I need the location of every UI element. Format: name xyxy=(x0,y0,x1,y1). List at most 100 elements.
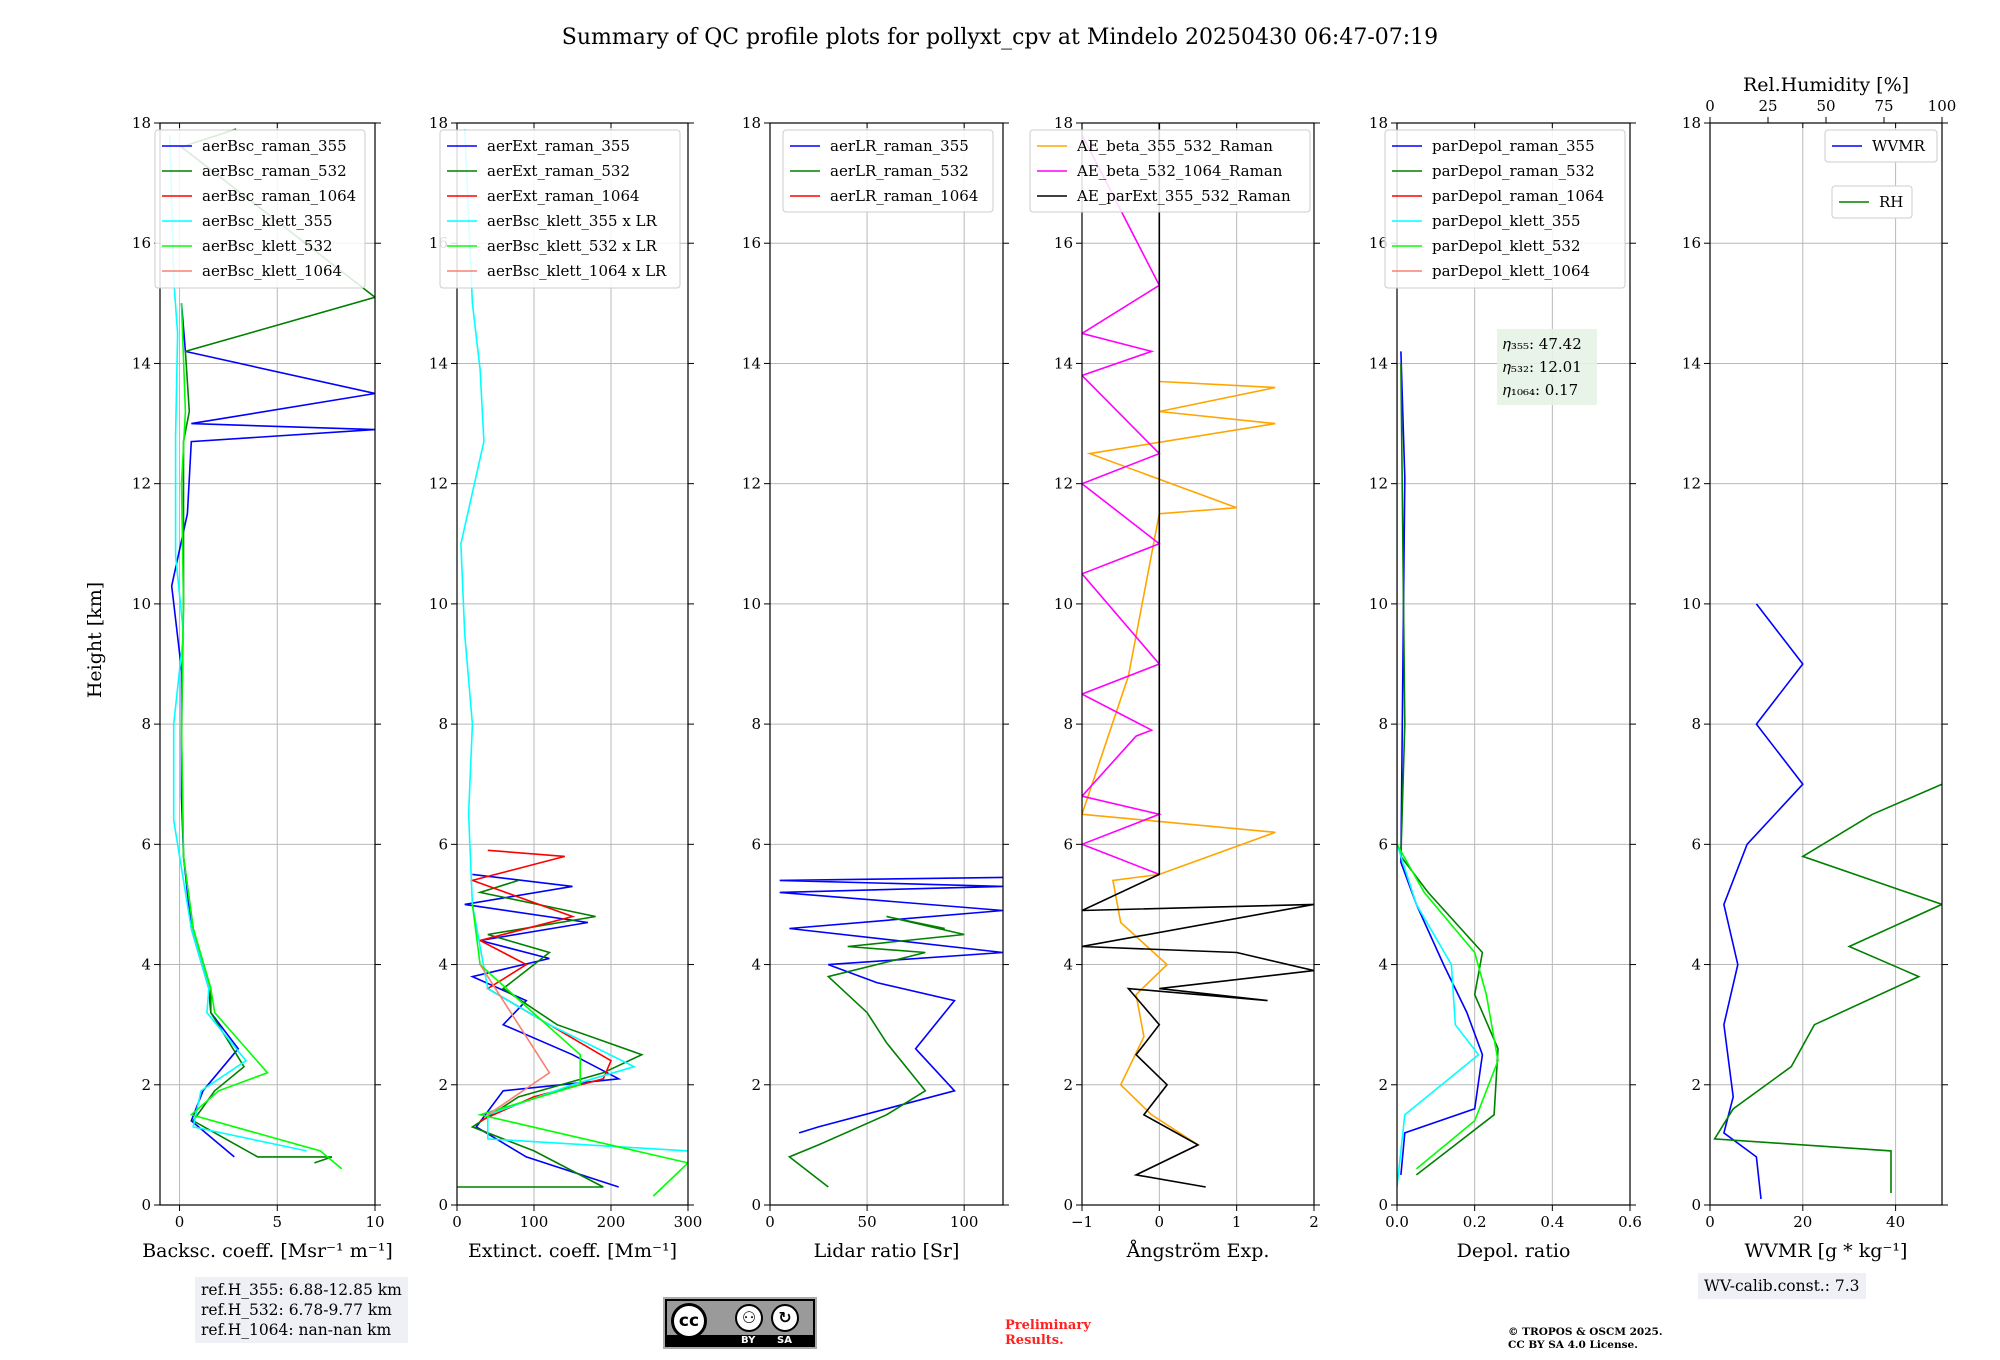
series-line-wvmr xyxy=(1722,603,1804,1200)
legend: aerLR_raman_355 aerLR_raman_532 aerLR_rama… xyxy=(782,129,994,213)
series-line-aerbsc-klett-1064-x-lr xyxy=(479,964,551,1116)
x-axis-label: Depol. ratio xyxy=(1457,1240,1571,1262)
legend-label: aerExt_raman_1064 xyxy=(487,187,640,205)
series-line-aerext-raman-532 xyxy=(457,879,644,1188)
y-tick-label: 12 xyxy=(1682,475,1701,493)
sa-share-icon: ↻ xyxy=(771,1304,799,1332)
y-tick-label: 6 xyxy=(141,835,151,853)
cc-icon: cc xyxy=(671,1303,707,1339)
y-tick-label: 16 xyxy=(1054,234,1073,252)
x-tick-label: 5 xyxy=(272,1213,282,1231)
series-line-aerext-raman-1064 xyxy=(469,849,613,1122)
series-line-pardepol-raman-532 xyxy=(1400,363,1499,1176)
x-axis-label: WVMR [g * kg⁻¹] xyxy=(1745,1240,1908,1262)
x2-tick-label: 0 xyxy=(1705,97,1715,115)
x-tick-label: 100 xyxy=(520,1213,549,1231)
x-tick-label: 20 xyxy=(1793,1213,1812,1231)
legend-label: parDepol_raman_355 xyxy=(1432,137,1595,155)
y-tick-label: 0 xyxy=(438,1196,448,1214)
y-tick-label: 10 xyxy=(742,595,761,613)
y-tick-label: 14 xyxy=(429,354,448,372)
cc-license-badge[interactable]: cc ⚇ ↻ BY SA xyxy=(663,1297,817,1349)
x-tick-label: 300 xyxy=(674,1213,703,1231)
y-tick-label: 2 xyxy=(1378,1076,1388,1094)
legend-label: AE_beta_532_1064_Raman xyxy=(1076,162,1283,180)
legend-label: aerBsc_raman_355 xyxy=(202,137,347,155)
series-line-pardepol-raman-355 xyxy=(1400,351,1484,1175)
plot-frame xyxy=(1396,122,1631,1206)
plot-frame xyxy=(1709,122,1943,1206)
y-tick-label: 10 xyxy=(1369,595,1388,613)
y-tick-label: 10 xyxy=(132,595,151,613)
copyright-note: © TROPOS & OSCM 2025. CC BY SA 4.0 Licen… xyxy=(1508,1326,1663,1352)
legend-rh-box xyxy=(1831,185,1913,219)
preliminary-line-1: Preliminary xyxy=(1005,1318,1091,1333)
eta-annotation: 𝜂₅₃₂: 12.01 xyxy=(1503,358,1582,376)
series-line-ae-parext-355-532-raman xyxy=(1082,123,1314,1188)
x-tick-label: −1 xyxy=(1071,1213,1093,1231)
x2-tick-label: 50 xyxy=(1816,97,1835,115)
legend-label: aerLR_raman_1064 xyxy=(830,187,978,205)
plot-frame xyxy=(1081,122,1315,1206)
y-tick-label: 18 xyxy=(742,114,761,132)
y-tick-label: 4 xyxy=(1063,956,1073,974)
ref-height-1064: ref.H_1064: nan-nan km xyxy=(201,1321,392,1339)
y-tick-label: 0 xyxy=(1378,1196,1388,1214)
legend-wvmr-label: WVMR xyxy=(1872,137,1926,155)
x2-axis-label: Rel.Humidity [%] xyxy=(1743,74,1909,96)
legend-label: aerExt_raman_355 xyxy=(487,137,630,155)
x-tick-label: 0.2 xyxy=(1463,1213,1487,1231)
x2-tick-label: 75 xyxy=(1874,97,1893,115)
y-tick-label: 14 xyxy=(1682,354,1701,372)
y-tick-label: 12 xyxy=(1369,475,1388,493)
y-tick-label: 8 xyxy=(438,715,448,733)
legend-label: aerBsc_raman_532 xyxy=(202,162,347,180)
y-tick-label: 6 xyxy=(1691,835,1701,853)
legend-frame xyxy=(439,129,681,289)
legend-label: parDepol_raman_532 xyxy=(1432,162,1595,180)
series-line-pardepol-klett-532 xyxy=(1397,843,1499,1170)
y-tick-label: 18 xyxy=(132,114,151,132)
y-tick-label: 2 xyxy=(1691,1076,1701,1094)
legend-label: aerBsc_raman_1064 xyxy=(202,187,356,205)
series-line-aerlr-raman-532 xyxy=(787,915,965,1188)
chart-panel-3: 0 50 100 0 2 4 6 8 10 12 14 16 18 Lidar ratio [Sr] aer… xyxy=(742,114,1009,1262)
ref-height-532: ref.H_532: 6.78-9.77 km xyxy=(201,1301,392,1319)
x-tick-label: 100 xyxy=(950,1213,979,1231)
series-line-pardepol-klett-355 xyxy=(1397,363,1480,1188)
y-tick-label: 6 xyxy=(751,835,761,853)
x-tick-label: 50 xyxy=(858,1213,877,1231)
legend-label: parDepol_klett_532 xyxy=(1432,237,1581,255)
series-line-aerbsc-raman-355 xyxy=(170,303,375,1158)
y-tick-label: 10 xyxy=(1054,595,1073,613)
legend-wvmr-box xyxy=(1824,129,1938,163)
y-tick-label: 2 xyxy=(1063,1076,1073,1094)
x-axis-label: Extinct. coeff. [Mm⁻¹] xyxy=(468,1240,677,1262)
y-tick-label: 6 xyxy=(1063,835,1073,853)
legend-label: aerBsc_klett_532 xyxy=(202,237,333,255)
figure-title: Summary of QC profile plots for pollyxt_… xyxy=(562,25,1438,50)
y-tick-label: 2 xyxy=(751,1076,761,1094)
legend-label: aerBsc_klett_355 x LR xyxy=(487,212,658,230)
y-tick-label: 8 xyxy=(1063,715,1073,733)
sa-label: SA xyxy=(777,1335,792,1346)
y-tick-label: 12 xyxy=(429,475,448,493)
y-tick-label: 0 xyxy=(751,1196,761,1214)
x-tick-label: 10 xyxy=(365,1213,384,1231)
x2-tick-label: 100 xyxy=(1928,97,1957,115)
legend-frame xyxy=(782,129,994,213)
x-tick-label: 0 xyxy=(1155,1213,1165,1231)
legend-frame xyxy=(1029,129,1311,213)
legend-label: aerBsc_klett_1064 x LR xyxy=(487,262,667,280)
chart-panel-1: 0 5 10 0 2 4 6 8 10 12 14 16 18 Backsc. coeff. [Msr⁻¹… xyxy=(132,114,393,1262)
preliminary-results-note: Preliminary Results. xyxy=(1005,1318,1091,1348)
chart-panel-6: 0 20 40 0 2 4 6 8 10 12 14 16 18 WVMR [g * kg⁻¹] 0 25 50… xyxy=(1682,74,1956,1262)
y-tick-label: 16 xyxy=(132,234,151,252)
eta-annotation: 𝜂₁₀₆₄: 0.17 xyxy=(1503,381,1578,399)
y-tick-label: 4 xyxy=(141,956,151,974)
legend-frame xyxy=(1384,129,1626,289)
legend: AE_beta_355_532_Raman AE_beta_532_1064_Ra… xyxy=(1029,129,1311,213)
x-axis-label: Ångström Exp. xyxy=(1126,1240,1270,1262)
y-tick-label: 0 xyxy=(1063,1196,1073,1214)
plot-frame xyxy=(769,122,1004,1206)
